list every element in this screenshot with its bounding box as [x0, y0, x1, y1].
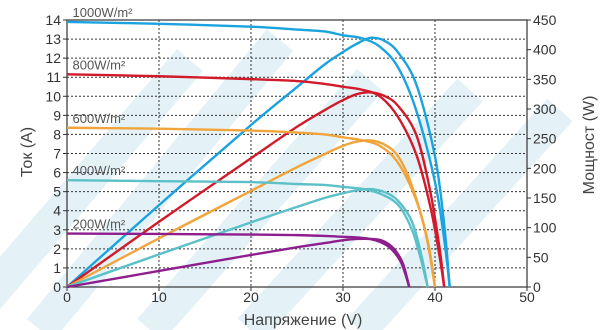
watermark-stripe — [0, 48, 203, 310]
watermark-stripe — [137, 68, 383, 330]
x-tick-label: 20 — [243, 289, 259, 305]
y-left-tick-label: 1 — [53, 260, 61, 276]
y-left-axis-title: Ток (A) — [19, 127, 36, 177]
pv-curve-1 — [66, 91, 446, 288]
y-right-tick-label: 100 — [533, 220, 557, 236]
x-axis-title: Напряжение (V) — [244, 312, 363, 329]
y-left-tick-label: 5 — [53, 184, 61, 200]
y-left-tick-label: 10 — [45, 88, 61, 104]
iv-curve-1 — [66, 73, 446, 288]
iv-curve-3 — [66, 179, 429, 288]
y-right-tick-label: 50 — [533, 249, 549, 265]
pv-curve-3 — [66, 187, 429, 289]
pv-curve-2 — [66, 139, 437, 289]
y-left-tick-label: 14 — [45, 12, 61, 28]
pv-curve-4 — [66, 237, 411, 289]
y-right-tick-label: 300 — [533, 101, 557, 117]
irradiance-label-3: 400W/m² — [73, 163, 126, 178]
y-left-tick-label: 9 — [53, 107, 61, 123]
x-tick-label: 40 — [427, 289, 443, 305]
iv-curve-0 — [66, 20, 451, 288]
series-labels: 1000W/m² 800W/m² 600W/m² 400W/m² 200W/m² — [73, 5, 134, 232]
y-right-tick-label: 400 — [533, 42, 557, 58]
x-tick-label: 50 — [519, 289, 535, 305]
y-left-tick-label: 7 — [53, 146, 61, 162]
irradiance-label-0: 1000W/m² — [73, 5, 134, 20]
y-right-tick-label: 200 — [533, 160, 557, 176]
y-right-tick-label: 150 — [533, 190, 557, 206]
y-left-tick-label: 11 — [46, 69, 61, 85]
y-left-tick-label: 3 — [53, 222, 61, 238]
y-left-tick-label: 2 — [53, 241, 61, 257]
pv-curve-0 — [66, 36, 451, 288]
x-tick-label: 10 — [151, 289, 167, 305]
x-tick-label: 30 — [335, 289, 351, 305]
y-right-tick-label: 450 — [533, 12, 557, 28]
y-right-tick-label: 350 — [533, 71, 557, 87]
y-left-tick-label: 4 — [53, 203, 61, 219]
series-lines — [66, 20, 451, 289]
irradiance-label-4: 200W/m² — [73, 217, 126, 232]
y-right-tick-label: 0 — [533, 279, 541, 295]
axes: 0123456789101112131405010015020025030035… — [45, 12, 556, 305]
y-left-tick-label: 13 — [45, 31, 61, 47]
y-left-tick-label: 12 — [45, 50, 61, 66]
y-left-tick-label: 8 — [53, 126, 61, 142]
x-tick-label: 0 — [63, 289, 71, 305]
iv-curve-4 — [66, 232, 411, 288]
y-right-tick-label: 250 — [533, 131, 557, 147]
y-left-tick-label: 0 — [53, 279, 61, 295]
y-left-tick-label: 6 — [53, 165, 61, 181]
irradiance-label-2: 600W/m² — [73, 111, 126, 126]
watermark-stripe — [237, 78, 483, 330]
irradiance-label-1: 800W/m² — [73, 57, 126, 72]
y-right-axis-title: Мощност (W) — [581, 96, 598, 195]
